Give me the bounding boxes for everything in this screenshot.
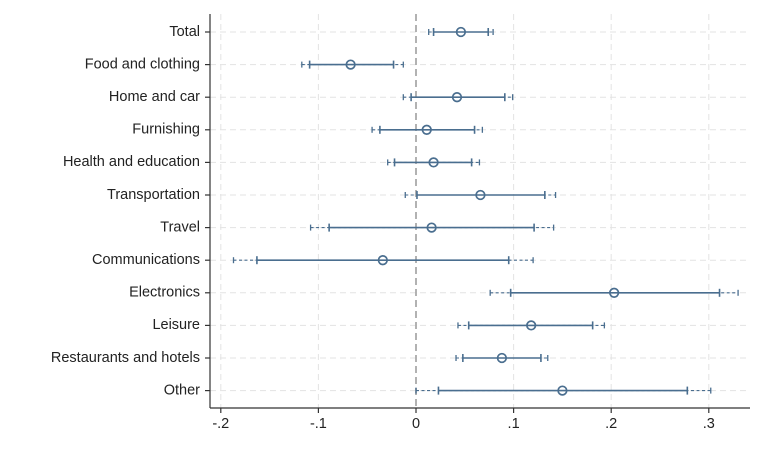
category-label: Food and clothing [85,56,200,72]
category-label: Travel [160,219,200,235]
category-label: Furnishing [132,122,200,138]
category-label: Total [169,24,200,40]
x-tick-label: .3 [703,416,715,432]
x-tick-label: -.1 [310,416,327,432]
estimate-point [421,124,432,135]
label-layer: Total Food and clothing Home and car Furnis… [51,24,715,432]
axis-layer [205,14,750,413]
estimate-point [451,92,463,103]
estimate-point [608,287,620,298]
x-tick-label: .2 [605,416,617,432]
estimate-point [426,222,437,233]
grid-layer [210,14,750,408]
estimate-point [428,157,439,168]
x-tick-label: -.2 [212,416,229,432]
x-tick-label: .1 [508,416,520,432]
estimate-point [496,352,508,364]
category-label: Home and car [109,89,200,105]
estimate-point [557,385,568,396]
estimate-marker-layer [345,26,620,396]
estimate-point [475,189,486,201]
estimate-point [345,59,356,70]
estimate-point [377,255,388,266]
x-tick-label: 0 [412,416,420,432]
estimate-point [455,26,467,38]
category-label: Transportation [107,187,200,203]
category-label: Communications [92,252,200,268]
category-label: Electronics [129,285,200,301]
confidence-interval-layer [232,28,739,395]
estimate-point [526,320,537,331]
category-label: Leisure [152,317,200,333]
category-label: Restaurants and hotels [51,350,200,366]
category-label: Health and education [63,154,200,170]
category-label: Other [164,382,200,398]
